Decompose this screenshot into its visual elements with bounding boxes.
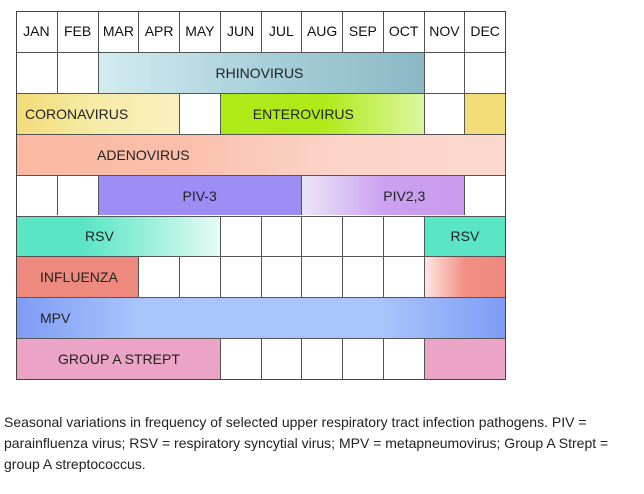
grid-cell [342,338,383,380]
grid-cell [219,338,261,380]
pathogen-bar-rsv: RSV [16,215,220,257]
grid-cell [260,256,302,298]
grid-cell [423,51,465,93]
pathogen-bar-mpv: MPV [16,297,505,339]
month-header-jun: JUN [219,11,261,52]
grid-cell [219,256,261,298]
month-header-oct: OCT [382,11,424,52]
pathogen-bar-coronavirus: CORONAVIRUS [16,92,179,134]
month-header-sep: SEP [342,11,383,52]
pathogen-bar-piv-3: PIV-3 [97,174,302,216]
grid-cell [260,338,302,380]
figure-caption: Seasonal variations in frequency of sele… [4,414,609,472]
month-header-mar: MAR [97,11,139,52]
month-header-jul: JUL [260,11,302,52]
grid-cell [423,92,465,134]
grid-cell [56,51,98,93]
grid-cell [301,256,342,298]
pathogen-label: INFLUENZA [40,269,118,286]
pathogen-label: MPV [40,310,71,327]
grid-cell [382,215,424,257]
pathogen-label: PIV-3 [182,187,217,204]
grid-cell [464,51,505,93]
pathogen-label: RHINOVIRUS [215,64,304,81]
month-header-dec: DEC [464,11,505,52]
grid-cell [16,51,57,93]
grid-cell [138,256,179,298]
grid-cell [260,215,302,257]
grid-cell [301,338,342,380]
grid-cell [464,174,505,216]
month-header-feb: FEB [56,11,98,52]
month-header-apr: APR [138,11,179,52]
pathogen-label: CORONAVIRUS [25,105,129,122]
pathogen-bar-rsv-late: RSV [423,215,505,257]
pathogen-bar-group-a-strept-late [423,338,505,380]
grid-cell [342,256,383,298]
grid-cell [179,92,220,134]
pathogen-label: ENTEROVIRUS [252,105,354,122]
pathogen-label: RSV [85,228,114,245]
pathogen-bar-rhinovirus: RHINOVIRUS [97,51,424,93]
month-header-may: MAY [179,11,220,52]
pathogen-label: ADENOVIRUS [97,146,190,163]
pathogen-label: PIV2,3 [383,187,426,204]
pathogen-bar-coronavirus-late [464,92,505,134]
pathogen-bar-piv2-3: PIV2,3 [301,174,465,216]
pathogen-bar-enterovirus: ENTEROVIRUS [219,92,424,134]
pathogen-label: GROUP A STREPT [58,351,180,368]
grid-cell [56,174,98,216]
grid-cell [382,256,424,298]
month-header-nov: NOV [423,11,465,52]
pathogen-bar-influenza-late [423,256,505,298]
pathogen-bar-influenza: INFLUENZA [16,256,139,298]
grid-cell [16,174,57,216]
pathogen-season-grid: JAN FEB MAR APR MAY JUN JUL AUG SEP OCT NOV DEC RHIN… [16,11,506,380]
grid-cell [219,215,261,257]
month-header-jan: JAN [23,23,50,40]
month-header-aug: AUG [301,11,342,52]
pathogen-bar-adenovirus: ADENOVIRUS [16,133,505,175]
grid-cell [342,215,383,257]
pathogen-label: RSV [450,228,480,245]
grid-cell [382,338,424,380]
grid-cell [179,256,220,298]
pathogen-bar-group-a-strept: GROUP A STREPT [16,338,220,380]
grid-cell [301,215,342,257]
